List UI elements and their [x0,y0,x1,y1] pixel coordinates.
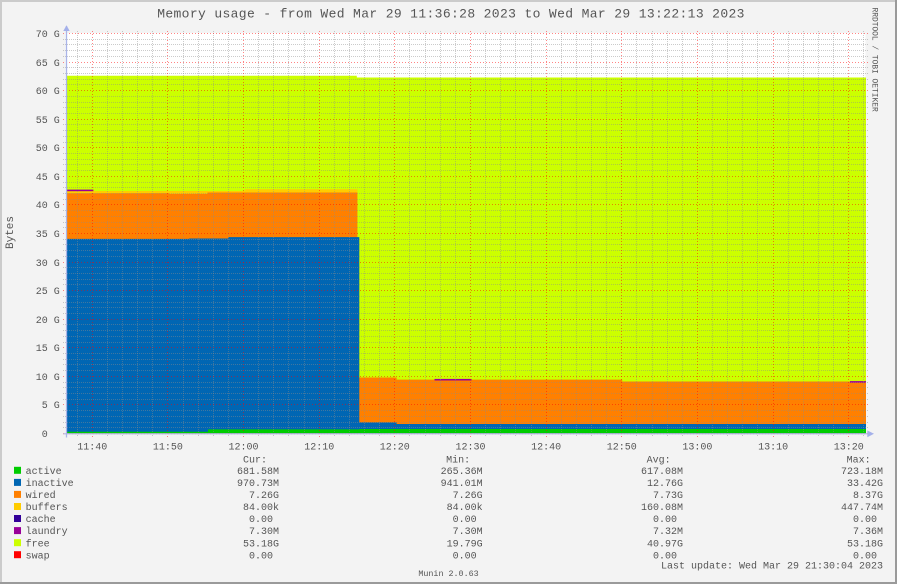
svg-text:13:20: 13:20 [834,443,864,454]
svg-text:12:50: 12:50 [607,443,637,454]
svg-text:7.73G: 7.73G [653,491,683,502]
svg-text:10 G: 10 G [36,373,60,384]
svg-text:35 G: 35 G [36,230,60,241]
svg-text:wired: wired [26,490,56,502]
svg-text:19.79G: 19.79G [447,539,483,550]
svg-text:7.32M: 7.32M [653,527,683,538]
svg-text:cache: cache [26,514,56,526]
svg-text:7.36M: 7.36M [853,527,883,538]
svg-text:53.18G: 53.18G [847,539,883,550]
svg-text:0.00: 0.00 [853,515,877,526]
svg-text:swap: swap [26,551,50,562]
svg-text:11:40: 11:40 [77,443,107,454]
svg-text:inactive: inactive [26,478,74,490]
svg-text:15 G: 15 G [36,344,60,355]
svg-text:0: 0 [42,430,48,441]
svg-text:0.00: 0.00 [249,515,273,526]
svg-text:Last update: Wed Mar 29 21:30:: Last update: Wed Mar 29 21:30:04 2023 [661,561,883,573]
svg-text:RRDTOOL / TOBI OETIKER: RRDTOOL / TOBI OETIKER [869,8,878,112]
svg-text:13:00: 13:00 [682,443,712,454]
svg-text:7.30M: 7.30M [249,527,279,538]
svg-text:Cur:: Cur: [243,456,267,467]
svg-text:5 G: 5 G [42,401,60,412]
svg-text:0.00: 0.00 [653,551,677,562]
svg-text:617.08M: 617.08M [641,467,683,478]
svg-text:free: free [26,538,50,550]
svg-text:7.26G: 7.26G [249,491,279,502]
svg-text:723.18M: 723.18M [841,467,883,478]
svg-text:Min:: Min: [446,455,470,467]
svg-text:buffers: buffers [26,502,68,514]
svg-text:0.00: 0.00 [653,515,677,526]
svg-text:84.00k: 84.00k [243,502,279,514]
svg-text:0.00: 0.00 [453,515,477,526]
svg-text:70 G: 70 G [36,30,60,41]
svg-text:265.36M: 265.36M [441,467,483,478]
svg-text:7.30M: 7.30M [453,527,483,538]
svg-text:Avg:: Avg: [647,456,671,467]
svg-text:40.97G: 40.97G [647,539,683,550]
svg-text:55 G: 55 G [36,116,60,127]
svg-text:7.26G: 7.26G [453,491,483,502]
svg-text:Max:: Max: [847,456,871,467]
svg-text:12:10: 12:10 [304,443,334,454]
svg-text:447.74M: 447.74M [841,503,883,514]
svg-text:0.00: 0.00 [453,551,477,562]
svg-text:active: active [26,466,62,478]
svg-text:33.42G: 33.42G [847,479,883,490]
svg-text:65 G: 65 G [36,59,60,70]
svg-text:12:30: 12:30 [455,443,485,454]
svg-text:laundry: laundry [26,526,68,538]
svg-text:84.00k: 84.00k [447,502,483,514]
svg-text:Munin 2.0.63: Munin 2.0.63 [418,569,478,579]
svg-text:12:40: 12:40 [531,443,561,454]
svg-text:50 G: 50 G [36,144,60,155]
svg-text:53.18G: 53.18G [243,539,279,550]
svg-text:970.73M: 970.73M [237,479,279,490]
svg-text:25 G: 25 G [36,287,60,298]
svg-text:13:10: 13:10 [758,443,788,454]
svg-text:20 G: 20 G [36,316,60,327]
svg-text:681.58M: 681.58M [237,467,279,478]
svg-text:11:50: 11:50 [153,443,183,454]
svg-text:Memory usage - from Wed Mar 29: Memory usage - from Wed Mar 29 11:36:28 … [157,7,745,22]
svg-text:30 G: 30 G [36,259,60,270]
svg-text:12:00: 12:00 [228,443,258,454]
svg-text:12.76G: 12.76G [647,479,683,490]
svg-text:941.01M: 941.01M [441,479,483,490]
svg-text:60 G: 60 G [36,87,60,98]
svg-text:12:20: 12:20 [380,443,410,454]
svg-text:40 G: 40 G [36,201,60,212]
svg-text:160.08M: 160.08M [641,503,683,514]
svg-text:45 G: 45 G [36,173,60,184]
svg-text:Bytes: Bytes [5,216,17,249]
svg-text:0.00: 0.00 [249,551,273,562]
svg-text:0.00: 0.00 [853,551,877,562]
svg-text:8.37G: 8.37G [853,491,883,502]
